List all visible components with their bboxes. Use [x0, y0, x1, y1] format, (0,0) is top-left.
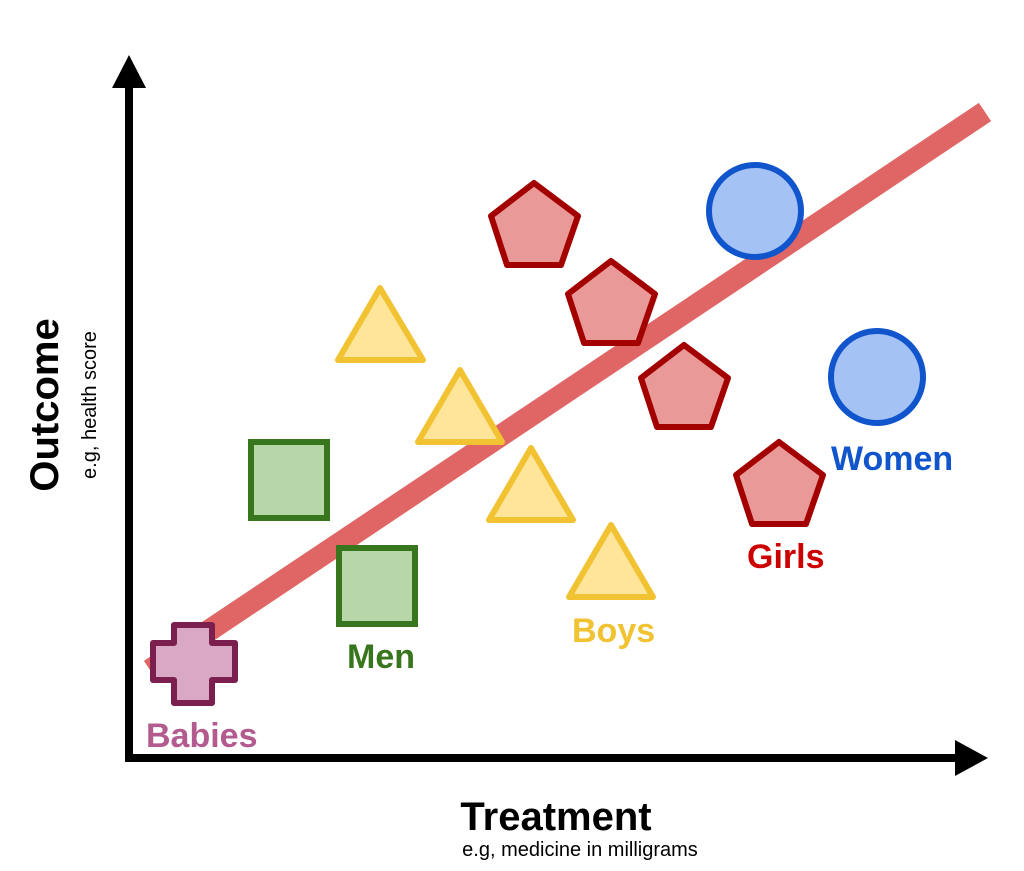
y-axis-arrowhead — [112, 55, 146, 88]
boys-label: Boys — [572, 612, 655, 650]
boys-triangle-shape — [566, 522, 656, 600]
y-axis-label: Outcome — [23, 318, 67, 491]
girls-label: Girls — [747, 538, 824, 576]
boys-triangle-shape — [335, 285, 426, 363]
y-axis-sublabel: e.g, health score — [79, 331, 101, 479]
x-axis-sublabel: e.g, medicine in milligrams — [462, 839, 698, 861]
men-square-shape — [248, 439, 330, 521]
babies-group: Babies — [146, 622, 258, 755]
babies-label: Babies — [146, 717, 258, 755]
women-label: Women — [831, 440, 953, 478]
women-circle-shape — [828, 328, 926, 426]
girls-pentagon-shape — [638, 342, 731, 430]
girls-pentagon-shape — [565, 258, 658, 346]
x-axis-arrowhead — [955, 740, 988, 776]
babies-cross-shape — [150, 622, 238, 706]
boys-triangle-shape — [415, 367, 505, 445]
women-circle-shape — [706, 162, 804, 260]
men-label: Men — [347, 638, 415, 676]
girls-group: Girls — [488, 180, 826, 576]
men-group: Men — [248, 439, 418, 676]
girls-pentagon-shape — [488, 180, 581, 268]
boys-group: Boys — [335, 285, 656, 650]
men-square-shape — [336, 545, 418, 627]
trend-line — [143, 102, 992, 680]
women-group: Women — [706, 162, 953, 478]
boys-triangle-shape — [486, 445, 576, 523]
x-axis-label: Treatment — [460, 795, 651, 839]
axes — [112, 55, 988, 776]
girls-pentagon-shape — [733, 439, 826, 527]
